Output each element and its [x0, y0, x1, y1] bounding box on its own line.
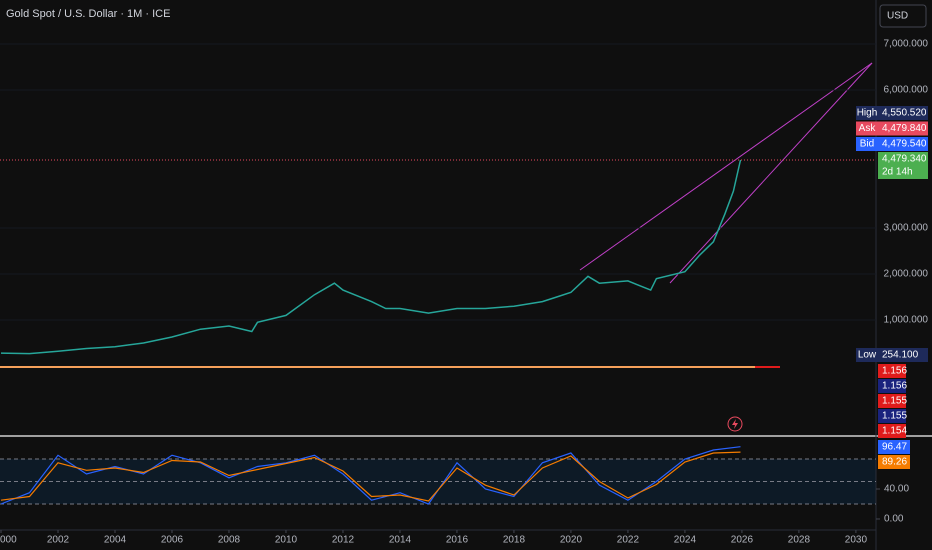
extra-label: 1.156: [882, 366, 907, 377]
symbol-title: Gold Spot / U.S. Dollar · 1M · ICE: [6, 8, 170, 20]
x-tick-label: 000: [0, 535, 17, 546]
marker-name-box: [856, 137, 878, 151]
extra-label-box: [878, 394, 906, 408]
extra-label: 1.156: [882, 381, 907, 392]
x-tick-label: 2018: [503, 535, 526, 546]
extra-label: 1.155: [882, 411, 907, 422]
y-tick-label: 6,000.000: [884, 85, 929, 96]
rsi-last-label: 89.26: [882, 457, 907, 468]
last-price-box: [878, 152, 928, 179]
marker-name: Ask: [859, 123, 877, 134]
y-tick-label: 3,000.000: [884, 223, 929, 234]
countdown: 2d 14h: [882, 167, 913, 178]
event-icon[interactable]: [727, 416, 743, 432]
rsi-tick-label: 40.00: [884, 484, 909, 495]
currency-button[interactable]: [879, 4, 927, 28]
low-name-box: [856, 348, 878, 362]
x-tick-label: 2030: [845, 535, 868, 546]
event-icon-bolt: [732, 419, 738, 429]
x-tick-label: 2016: [446, 535, 469, 546]
extra-label: 1.154: [882, 426, 907, 437]
marker-value-box: [878, 137, 928, 151]
marker-value: 4,550.520: [882, 108, 927, 119]
currency-label: USD: [887, 11, 908, 22]
x-tick-label: 2004: [104, 535, 127, 546]
last-price: 4,479.340: [882, 154, 927, 165]
low-value-box: [878, 348, 928, 362]
x-tick-label: 2002: [47, 535, 70, 546]
y-tick-label: 2,000.000: [884, 269, 929, 280]
marker-name: High: [857, 108, 878, 119]
x-tick-label: 2012: [332, 535, 355, 546]
extra-label-box: [878, 409, 906, 423]
price-line: [0, 159, 742, 355]
marker-name: Bid: [860, 139, 874, 150]
x-tick-label: 2006: [161, 535, 184, 546]
y-tick-label: 1,000.000: [884, 315, 929, 326]
marker-value: 4,479.840: [882, 123, 927, 134]
marker-value-box: [878, 121, 928, 136]
x-tick-label: 2028: [788, 535, 811, 546]
low-value: 254.100: [882, 350, 919, 361]
rsi-last-box: [878, 455, 910, 469]
extra-label-box: [878, 424, 906, 438]
extra-label: 1.155: [882, 396, 907, 407]
x-tick-label: 2020: [560, 535, 583, 546]
x-tick-label: 2014: [389, 535, 412, 546]
extra-label-box: [878, 364, 906, 378]
wedge-upper: [579, 62, 873, 271]
marker-name-box: [856, 106, 878, 120]
y-tick-label: 7,000.000: [884, 39, 929, 50]
marker-name-box: [856, 121, 878, 136]
x-tick-label: 2026: [731, 535, 754, 546]
x-tick-label: 2022: [617, 535, 640, 546]
x-tick-label: 2024: [674, 535, 697, 546]
rsi-last-box: [878, 440, 910, 454]
marker-value: 4,479.540: [882, 139, 927, 150]
rsi-last-label: 96.47: [882, 442, 907, 453]
rsi-line: [0, 451, 741, 502]
wedge-lower: [669, 62, 873, 284]
x-tick-label: 2008: [218, 535, 241, 546]
marker-value-box: [878, 106, 928, 120]
rsi-tick-label: 0.00: [884, 514, 904, 525]
extra-label-box: [878, 379, 906, 393]
x-tick-label: 2010: [275, 535, 298, 546]
low-name: Low: [858, 350, 877, 361]
